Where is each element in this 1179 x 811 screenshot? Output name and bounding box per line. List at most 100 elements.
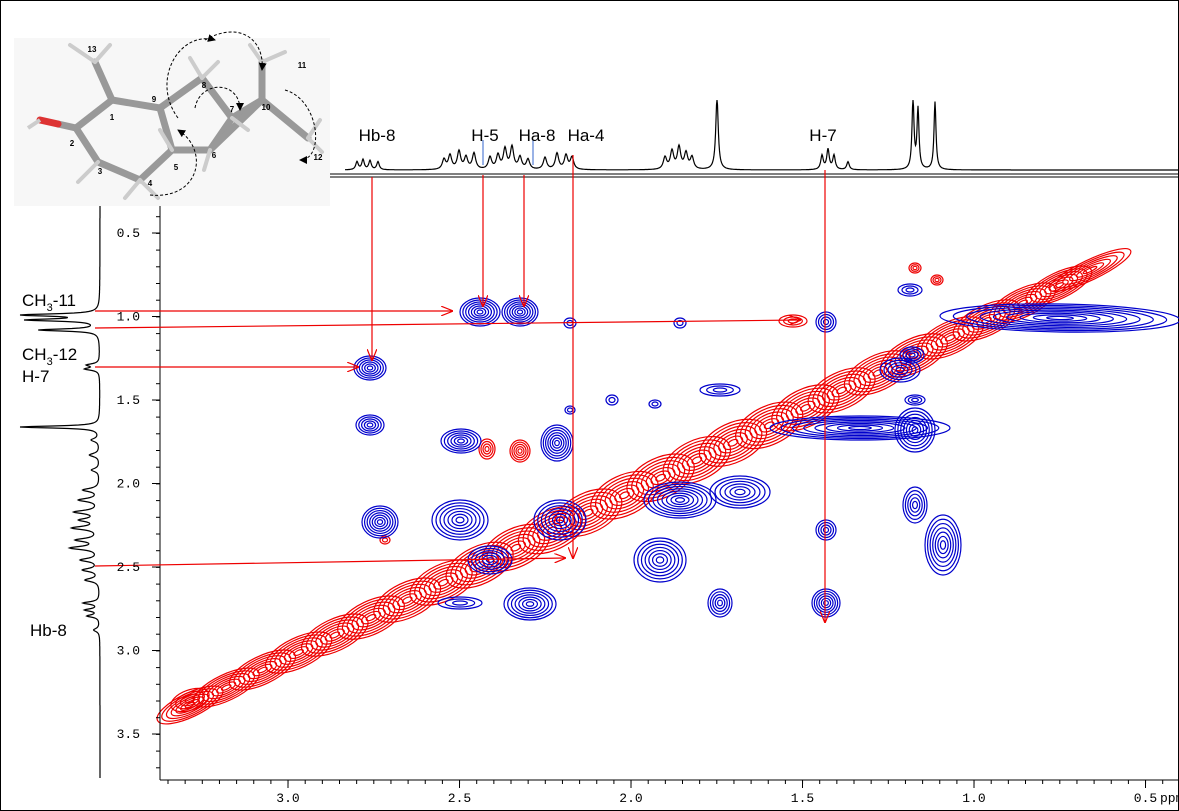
contour	[459, 551, 500, 579]
x-tick-label: 2.0	[619, 791, 642, 806]
contour	[363, 420, 377, 430]
peak-label: H-7	[22, 367, 49, 386]
contour	[686, 452, 707, 468]
contour	[937, 535, 949, 555]
contour	[670, 494, 690, 506]
contour	[361, 418, 380, 432]
contour	[551, 437, 563, 449]
contour	[564, 405, 576, 415]
bond	[91, 58, 116, 104]
bond	[72, 96, 116, 132]
contour	[719, 480, 761, 504]
contour	[895, 367, 905, 374]
contour	[170, 687, 210, 713]
contour	[485, 557, 495, 563]
contour	[655, 473, 667, 482]
contour	[1075, 262, 1105, 278]
h-bond	[68, 43, 97, 64]
contour	[891, 364, 909, 376]
contour	[486, 527, 546, 569]
contour	[822, 526, 830, 534]
contour	[480, 440, 494, 458]
spectra	[19, 99, 1179, 788]
contour	[1062, 255, 1118, 285]
contour	[608, 396, 616, 404]
bond	[108, 96, 164, 112]
contour	[366, 422, 374, 428]
contour	[482, 443, 492, 455]
noe-arrow	[166, 34, 216, 119]
contour	[818, 595, 834, 611]
contour	[447, 510, 473, 530]
contour	[812, 370, 871, 411]
contour	[300, 613, 369, 657]
contour	[609, 484, 640, 507]
contour	[360, 610, 382, 625]
contour	[932, 276, 942, 284]
contour	[655, 556, 665, 564]
contour	[836, 424, 884, 432]
contour	[476, 309, 484, 315]
contour	[820, 524, 832, 536]
contour	[661, 490, 699, 510]
contour	[651, 401, 659, 407]
contour	[514, 307, 526, 317]
contour	[790, 397, 821, 419]
contour	[433, 575, 454, 590]
contour	[544, 429, 570, 457]
contour	[1019, 312, 1101, 324]
peak-label: CH3-11	[22, 291, 76, 314]
h-bond	[260, 50, 287, 64]
contour	[257, 666, 268, 674]
contour	[880, 333, 948, 378]
contour	[324, 628, 345, 642]
noe-arrow	[194, 86, 244, 111]
contour	[848, 425, 872, 431]
contour	[912, 265, 918, 271]
contour	[484, 445, 490, 453]
contour	[329, 631, 341, 639]
contour	[540, 505, 580, 535]
contour	[908, 262, 922, 274]
contour	[366, 509, 394, 535]
bond	[136, 146, 176, 184]
contour	[351, 604, 391, 631]
atom-label: 10	[262, 103, 271, 112]
contour	[293, 649, 304, 657]
contour	[443, 507, 477, 533]
contour	[599, 477, 650, 513]
contour	[667, 439, 727, 482]
contour	[905, 287, 915, 293]
noe-arrow	[149, 129, 197, 196]
contour	[910, 264, 920, 272]
contour	[908, 352, 916, 358]
contour	[744, 408, 794, 443]
contour	[925, 322, 975, 354]
contour	[175, 690, 205, 710]
contour	[713, 428, 753, 457]
contour	[681, 449, 712, 472]
contour	[901, 285, 919, 295]
contour	[373, 577, 442, 623]
contour	[662, 435, 731, 485]
contour	[652, 485, 708, 515]
contour	[932, 527, 954, 563]
contour	[511, 441, 529, 461]
contour	[238, 655, 287, 685]
bond	[72, 124, 102, 166]
contour	[216, 681, 237, 694]
contour	[1032, 314, 1088, 322]
peak-label: Hb-8	[359, 126, 396, 145]
contour	[274, 637, 323, 668]
h-bond	[306, 118, 322, 140]
contour	[618, 491, 630, 500]
contour	[514, 594, 546, 614]
contour	[451, 513, 469, 527]
contour	[853, 356, 903, 390]
contour	[722, 435, 744, 451]
contour	[672, 442, 722, 478]
contour	[361, 505, 399, 539]
contour	[279, 640, 319, 665]
h-bond	[248, 43, 264, 64]
contour	[825, 422, 895, 434]
